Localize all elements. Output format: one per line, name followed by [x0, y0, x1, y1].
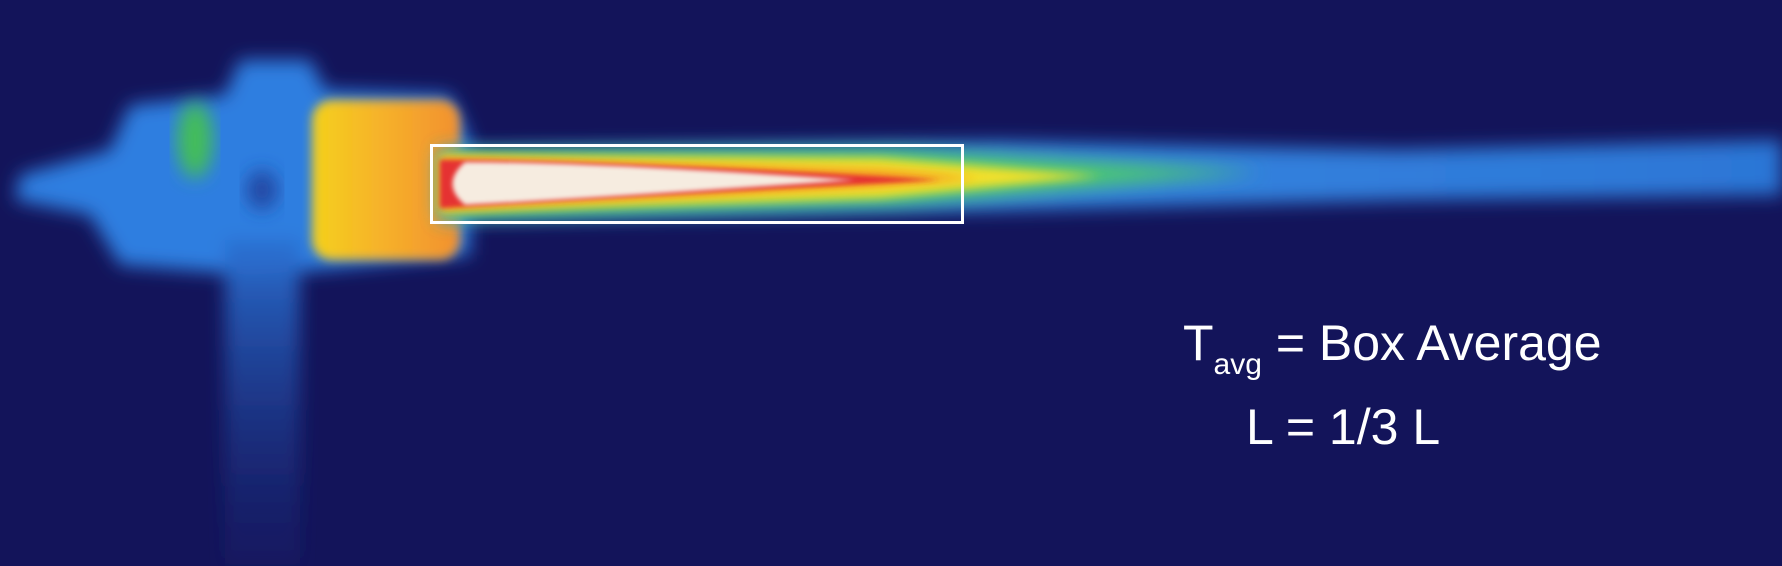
- plume-core: [452, 162, 855, 205]
- tavg-subscript: avg: [1213, 348, 1262, 381]
- heater-block: [312, 100, 460, 260]
- measurement-box: [430, 144, 964, 224]
- length-annotation: L = 1/3 L: [1246, 399, 1441, 455]
- tavg-definition: = Box Average: [1261, 315, 1602, 371]
- tavg-symbol: T: [1183, 315, 1214, 371]
- tavg-annotation: Tavg = Box Average: [1183, 315, 1602, 380]
